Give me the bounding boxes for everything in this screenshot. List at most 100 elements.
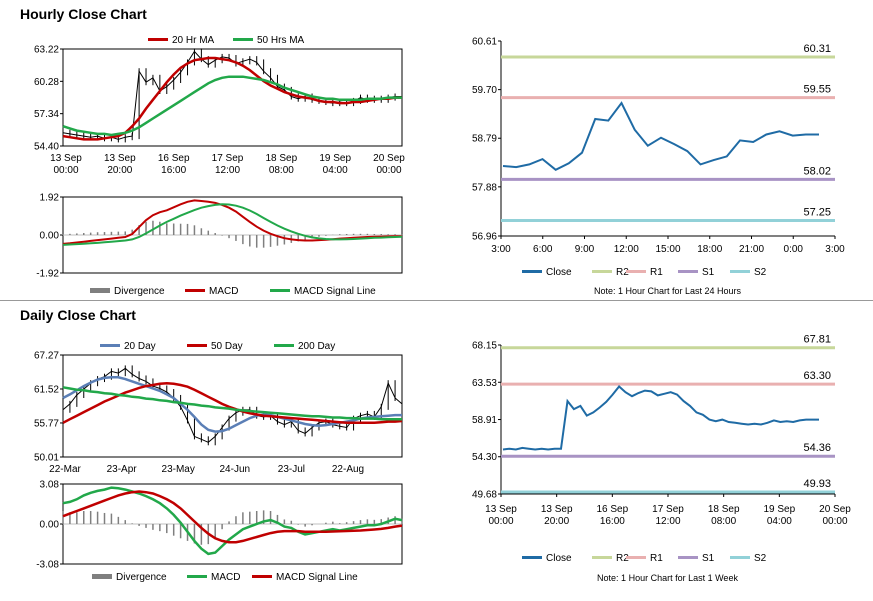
daily-price-legend-label-2: 200 Day <box>298 341 335 352</box>
hourly-price-price-line <box>62 50 402 140</box>
daily-levels-y-tick-1: 63.53 <box>472 378 497 389</box>
daily-price-200day-line <box>62 386 402 421</box>
daily-levels-legend-label-3: S1 <box>702 553 715 564</box>
hourly-levels-x-tick-5: 18:00 <box>697 244 722 255</box>
daily-macd-legend-label-2: MACD Signal Line <box>276 572 358 583</box>
section-divider <box>0 300 873 301</box>
hourly-price-x-tick-6: 20 Sep <box>373 153 405 164</box>
hourly-levels-y-tick-0: 60.61 <box>472 37 497 48</box>
hourly-macd-y-tick-2: -1.92 <box>36 269 59 280</box>
daily-macd-legend-label-0: Divergence <box>116 572 167 583</box>
daily-levels-y-tick-2: 58.91 <box>472 415 497 426</box>
daily-macd-y-tick-0: 3.08 <box>40 480 60 491</box>
hourly-price-x-tick-5: 19 Sep <box>319 153 351 164</box>
daily-price-x-tick-1: 23-Apr <box>107 464 138 475</box>
hourly-price-y-tick-3: 54.40 <box>34 142 59 153</box>
daily-levels-legend-label-1: R2 <box>616 553 629 564</box>
hourly-price-x-tick-2-time: 16:00 <box>161 165 186 176</box>
daily-levels-s1-level-label: 54.36 <box>803 442 831 454</box>
daily-price-price-line <box>62 367 403 443</box>
daily-macd-signal-line <box>62 490 403 544</box>
daily-levels-r2-level-label: 67.81 <box>803 334 831 346</box>
daily-price-y-tick-0: 67.27 <box>34 351 59 362</box>
hourly-levels-x-tick-0: 3:00 <box>491 244 511 255</box>
daily-levels-s2-level-label: 49.93 <box>803 478 831 490</box>
hourly-levels-y-tick-1: 59.70 <box>472 85 497 96</box>
daily-price-x-tick-3: 24-Jun <box>220 464 251 475</box>
daily-levels-x-tick-4: 18 Sep <box>708 504 740 515</box>
daily-levels-x-tick-6-time: 00:00 <box>822 516 847 527</box>
daily-levels-y-tick-3: 54.30 <box>472 452 497 463</box>
hourly-price-x-tick-0: 13 Sep <box>50 153 82 164</box>
daily-price-y-tick-3: 50.01 <box>34 453 59 464</box>
daily-price-plot-frame <box>62 354 403 458</box>
hourly-macd-legend-swatch-0 <box>90 288 110 293</box>
daily-price-x-tick-4: 23-Jul <box>278 464 305 475</box>
daily-price-x-tick-2: 23-May <box>162 464 195 475</box>
daily-levels-x-tick-5-time: 04:00 <box>767 516 792 527</box>
hourly-price-y-tick-1: 60.28 <box>34 77 59 88</box>
daily-price-legend-label-1: 50 Day <box>211 341 243 352</box>
hourly-levels-legend-label-4: S2 <box>754 267 767 278</box>
hourly-note: Note: 1 Hour Chart for Last 24 Hours <box>593 286 742 296</box>
hourly-price-plot-frame <box>62 48 403 147</box>
hourly-macd-chart: 1.92 0.00 -1.92 Divergence MACD MACD Signal L… <box>36 193 403 297</box>
daily-levels-y-tick-4: 49.68 <box>472 490 497 501</box>
daily-macd-chart: 3.08 0.00 -3.08 Divergence MACD MACD Signal L… <box>36 480 403 583</box>
daily-levels-y-tick-0: 68.15 <box>472 341 497 352</box>
daily-macd-y-tick-2: -3.08 <box>36 560 59 571</box>
hourly-price-x-tick-2: 16 Sep <box>158 153 190 164</box>
daily-levels-close-line <box>502 385 819 451</box>
daily-levels-x-tick-0-time: 00:00 <box>488 516 513 527</box>
daily-note: Note: 1 Hour Chart for Last 1 Week <box>597 573 738 583</box>
hourly-levels-x-tick-7: 0:00 <box>784 244 804 255</box>
daily-levels-x-tick-0: 13 Sep <box>485 504 517 515</box>
hourly-price-x-tick-6-time: 00:00 <box>376 165 401 176</box>
hourly-levels-r2-level-label: 60.31 <box>803 43 831 55</box>
hourly-levels-s2-level-label: 57.25 <box>803 207 831 219</box>
hourly-price-x-tick-3: 17 Sep <box>212 153 244 164</box>
daily-levels-legend-label-0: Close <box>546 553 572 564</box>
hourly-price-legend-label-1: 50 Hrs MA <box>257 35 305 46</box>
daily-levels-x-tick-3-time: 12:00 <box>655 516 680 527</box>
daily-levels-x-tick-3: 17 Sep <box>652 504 684 515</box>
hourly-price-y-tick-0: 63.22 <box>34 45 59 56</box>
daily-section-title: Daily Close Chart <box>20 307 136 323</box>
daily-macd-y-tick-1: 0.00 <box>40 520 60 531</box>
hourly-macd-legend-label-0: Divergence <box>114 286 165 297</box>
hourly-levels-legend-label-2: R1 <box>650 267 663 278</box>
hourly-levels-x-tick-1: 6:00 <box>533 244 553 255</box>
daily-macd-legend-swatch-0 <box>92 574 112 579</box>
hourly-levels-r1-level-label: 59.55 <box>803 84 831 96</box>
hourly-levels-x-tick-3: 12:00 <box>614 244 639 255</box>
hourly-levels-x-tick-2: 9:00 <box>575 244 595 255</box>
daily-levels-r1-level-label: 63.30 <box>803 370 831 382</box>
hourly-macd-legend-label-2: MACD Signal Line <box>294 286 376 297</box>
daily-macd-legend-label-1: MACD <box>211 572 240 583</box>
daily-levels-x-tick-5: 19 Sep <box>763 504 795 515</box>
daily-macd-macd-line <box>62 486 403 556</box>
hourly-levels-legend-label-3: S1 <box>702 267 715 278</box>
daily-levels-legend-label-4: S2 <box>754 553 767 564</box>
hourly-price-y-tick-2: 57.34 <box>34 109 59 120</box>
daily-price-y-tick-1: 61.52 <box>34 384 59 395</box>
daily-levels-legend-label-2: R1 <box>650 553 663 564</box>
daily-levels-x-tick-6: 20 Sep <box>819 504 851 515</box>
hourly-levels-y-tick-3: 57.88 <box>472 182 497 193</box>
daily-levels-x-tick-2-time: 16:00 <box>600 516 625 527</box>
hourly-price-x-tick-3-time: 12:00 <box>215 165 240 176</box>
hourly-levels-s1-level-label: 58.02 <box>803 165 831 177</box>
daily-levels-x-tick-2: 16 Sep <box>596 504 628 515</box>
hourly-price-x-tick-4-time: 08:00 <box>269 165 294 176</box>
hourly-price-x-tick-5-time: 04:00 <box>323 165 348 176</box>
hourly-price-legend-label-0: 20 Hr MA <box>172 35 215 46</box>
hourly-macd-y-tick-0: 1.92 <box>40 193 60 204</box>
hourly-macd-legend-label-1: MACD <box>209 286 238 297</box>
daily-price-y-tick-2: 55.77 <box>34 418 59 429</box>
hourly-levels-x-tick-4: 15:00 <box>655 244 680 255</box>
hourly-levels-x-tick-8: 3:00 <box>825 244 845 255</box>
hourly-levels-legend-label-0: Close <box>546 267 572 278</box>
daily-price-legend-label-0: 20 Day <box>124 341 156 352</box>
